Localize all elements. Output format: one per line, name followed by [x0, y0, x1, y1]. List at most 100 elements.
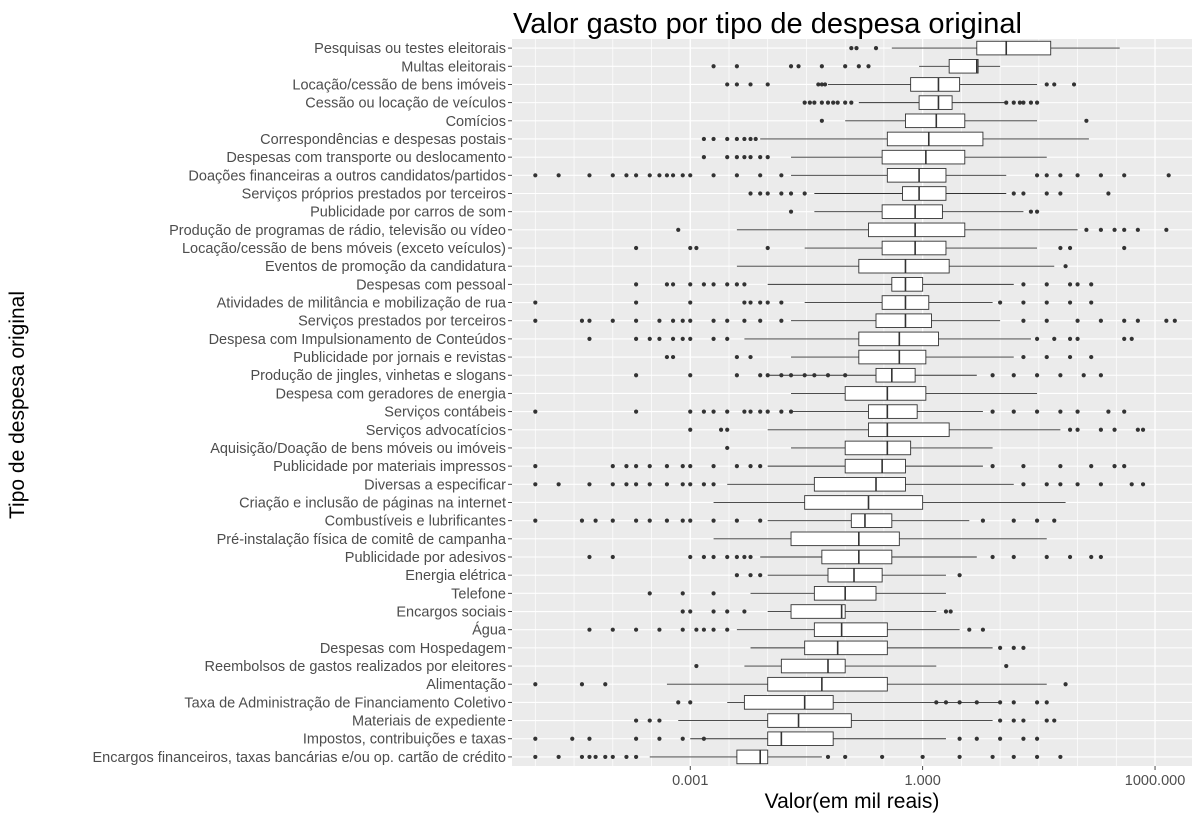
outlier-point [624, 754, 629, 760]
outlier-point [765, 191, 770, 196]
outlier-point [533, 464, 538, 469]
outlier-point [1122, 464, 1127, 469]
outlier-point [725, 627, 730, 632]
outlier-point [758, 373, 763, 378]
outlier-point [1067, 427, 1073, 432]
outlier-point [676, 227, 681, 232]
outlier-point [816, 82, 821, 87]
outlier-point [758, 155, 763, 160]
category-label: Correspondências e despesas postais [260, 132, 506, 148]
iqr-box [858, 258, 950, 274]
category-label: Publicidade por carros de som [310, 205, 506, 221]
category-box [701, 131, 1089, 147]
outlier-point [647, 482, 652, 487]
outlier-point [779, 300, 784, 305]
category-label: Serviços contábeis [384, 405, 506, 421]
outlier-point [688, 482, 693, 487]
outlier-point [957, 736, 962, 741]
category-label: Materiais de expediente [352, 714, 506, 730]
outlier-point [694, 663, 699, 669]
outlier-point [680, 591, 685, 596]
outlier-point [711, 336, 716, 341]
outlier-point [1058, 373, 1063, 378]
outlier-point [688, 554, 693, 560]
outlier-point [701, 282, 706, 287]
category-box [791, 386, 1038, 401]
outlier-point [734, 173, 739, 178]
outlier-point [634, 464, 639, 469]
outlier-point [1044, 354, 1049, 360]
iqr-box [844, 440, 912, 456]
outlier-point [825, 754, 831, 760]
outlier-point [1084, 227, 1089, 232]
outlier-point [533, 300, 538, 305]
iqr-box [790, 604, 846, 619]
outlier-point [1067, 336, 1073, 341]
outlier-point [688, 464, 693, 469]
outlier-point [711, 464, 716, 469]
outlier-point [990, 554, 995, 560]
plot-panel [512, 39, 1192, 766]
outlier-point [802, 373, 807, 378]
outlier-point [647, 718, 652, 723]
outlier-point [680, 609, 685, 614]
iqr-box [813, 622, 888, 637]
outlier-point [1098, 318, 1103, 323]
outlier-point [688, 373, 693, 378]
category-box [533, 477, 1146, 492]
outlier-point [533, 318, 538, 323]
category-box [701, 149, 1047, 165]
outlier-point [1067, 354, 1073, 360]
iqr-box [780, 658, 846, 674]
outlier-point [1058, 173, 1063, 178]
outlier-point [1135, 227, 1140, 232]
category-label: Serviços prestados por terceiros [298, 314, 506, 330]
outlier-point [765, 82, 770, 87]
category-box [634, 713, 1057, 728]
outlier-point [748, 409, 753, 414]
outlier-point [688, 318, 693, 323]
outlier-point [1052, 336, 1057, 341]
outlier-point [1004, 100, 1009, 105]
iqr-box [804, 640, 888, 656]
outlier-point [579, 318, 585, 323]
outlier-point [812, 100, 817, 105]
category-label: Reembolsos de gastos realizados por elei… [205, 659, 506, 675]
outlier-point [990, 373, 995, 378]
iqr-box [891, 277, 924, 292]
outlier-point [1075, 318, 1080, 323]
outlier-point [634, 300, 639, 305]
outlier-point [788, 373, 794, 378]
outlier-point [701, 136, 706, 142]
category-labels: Pesquisas ou testes eleitorais Multas ele… [93, 41, 512, 766]
iqr-box [767, 676, 888, 692]
category-label: Diversas a especificar [364, 477, 506, 493]
category-label: Criação e inclusão de páginas na interne… [239, 495, 506, 511]
outlier-point [533, 754, 538, 760]
outlier-point [758, 300, 763, 305]
outlier-point [1034, 518, 1040, 523]
outlier-point [688, 173, 693, 178]
outlier-point [998, 300, 1003, 305]
outlier-point [1034, 173, 1040, 178]
outlier-point [711, 136, 716, 142]
outlier-point [866, 64, 871, 69]
outlier-point [734, 573, 739, 578]
category-label: Combustíveis e lubrificantes [325, 514, 506, 530]
outlier-point [734, 282, 739, 287]
outlier-point [1044, 82, 1049, 87]
outlier-point [634, 518, 639, 523]
outlier-point [742, 554, 747, 560]
outlier-point [1011, 518, 1016, 523]
outlier-point [990, 754, 995, 760]
outlier-point [998, 718, 1003, 723]
category-label: Aquisição/Doação de bens móveis ou imóve… [210, 441, 506, 457]
outlier-point [1021, 318, 1026, 323]
outlier-point [680, 627, 685, 632]
category-box [750, 640, 1026, 656]
category-box [734, 567, 962, 583]
category-label: Alimentação [426, 677, 506, 693]
outlier-point [610, 318, 615, 323]
outlier-point [1044, 282, 1049, 287]
outlier-point [688, 409, 693, 414]
